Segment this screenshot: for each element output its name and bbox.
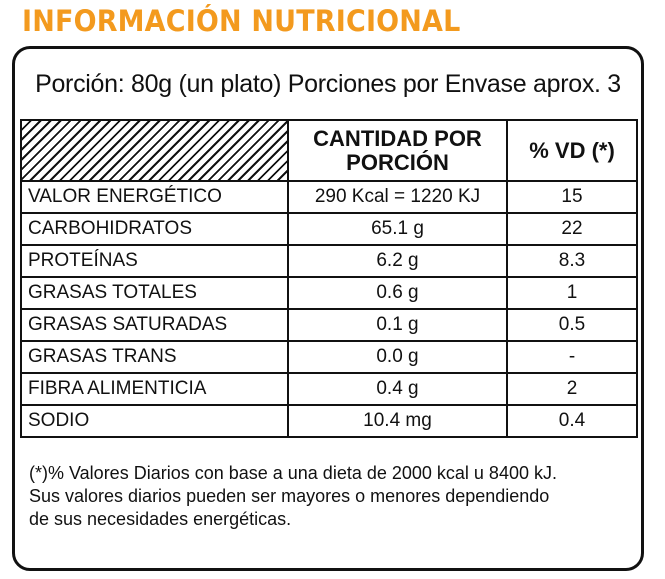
table-row: PROTEÍNAS 6.2 g 8.3 (20, 244, 638, 278)
nutrient-name: SODIO (20, 404, 289, 438)
label-title: INFORMACIÓN NUTRICIONAL (22, 4, 461, 38)
amount-header-text: CANTIDAD POR PORCIÓN (313, 125, 482, 175)
table-header-row: CANTIDAD POR PORCIÓN % VD (*) (20, 119, 638, 182)
nutrient-amount: 290 Kcal = 1220 KJ (287, 180, 508, 214)
nutrition-table: CANTIDAD POR PORCIÓN % VD (*) VALOR ENER… (20, 119, 638, 438)
nutrient-dv: 0.5 (506, 308, 638, 342)
nutrient-amount: 0.6 g (287, 276, 508, 310)
footnote: (*)% Valores Diarios con base a una diet… (29, 462, 629, 531)
dv-header: % VD (*) (506, 119, 638, 182)
nutrient-name: CARBOHIDRATOS (20, 212, 289, 246)
table-row: SODIO 10.4 mg 0.4 (20, 404, 638, 438)
nutrient-dv: 2 (506, 372, 638, 406)
nutrient-dv: - (506, 340, 638, 374)
nutrient-amount: 10.4 mg (287, 404, 508, 438)
table-row: CARBOHIDRATOS 65.1 g 22 (20, 212, 638, 246)
serving-info: Porción: 80g (un plato) Porciones por En… (35, 69, 621, 98)
nutrient-amount: 0.1 g (287, 308, 508, 342)
nutrient-name: GRASAS TOTALES (20, 276, 289, 310)
amount-header: CANTIDAD POR PORCIÓN (287, 119, 508, 182)
table-row: VALOR ENERGÉTICO 290 Kcal = 1220 KJ 15 (20, 180, 638, 214)
nutrient-amount: 6.2 g (287, 244, 508, 278)
table-row: GRASAS TRANS 0.0 g- (20, 340, 638, 374)
nutrient-name: VALOR ENERGÉTICO (20, 180, 289, 214)
footnote-line: de sus necesidades energéticas. (29, 509, 292, 529)
table-row: GRASAS SATURADAS 0.1 g 0.5 (20, 308, 638, 342)
nutrient-amount: 65.1 g (287, 212, 508, 246)
footnote-line: (*)% Valores Diarios con base a una diet… (29, 463, 557, 483)
nutrient-dv: 15 (506, 180, 638, 214)
nutrient-name: FIBRA ALIMENTICIA (20, 372, 289, 406)
nutrient-dv: 0.4 (506, 404, 638, 438)
nutrient-name: GRASAS SATURADAS (20, 308, 289, 342)
nutrient-name: GRASAS TRANS (20, 340, 289, 374)
nutrient-dv: 22 (506, 212, 638, 246)
nutrition-panel: Porción: 80g (un plato) Porciones por En… (12, 46, 644, 571)
hatched-header-cell (20, 119, 289, 182)
nutrient-amount: 0.4 g (287, 372, 508, 406)
nutrient-dv: 8.3 (506, 244, 638, 278)
footnote-line: Sus valores diarios pueden ser mayores o… (29, 486, 550, 506)
nutrient-amount: 0.0 g (287, 340, 508, 374)
nutrient-name: PROTEÍNAS (20, 244, 289, 278)
nutrient-dv: 1 (506, 276, 638, 310)
